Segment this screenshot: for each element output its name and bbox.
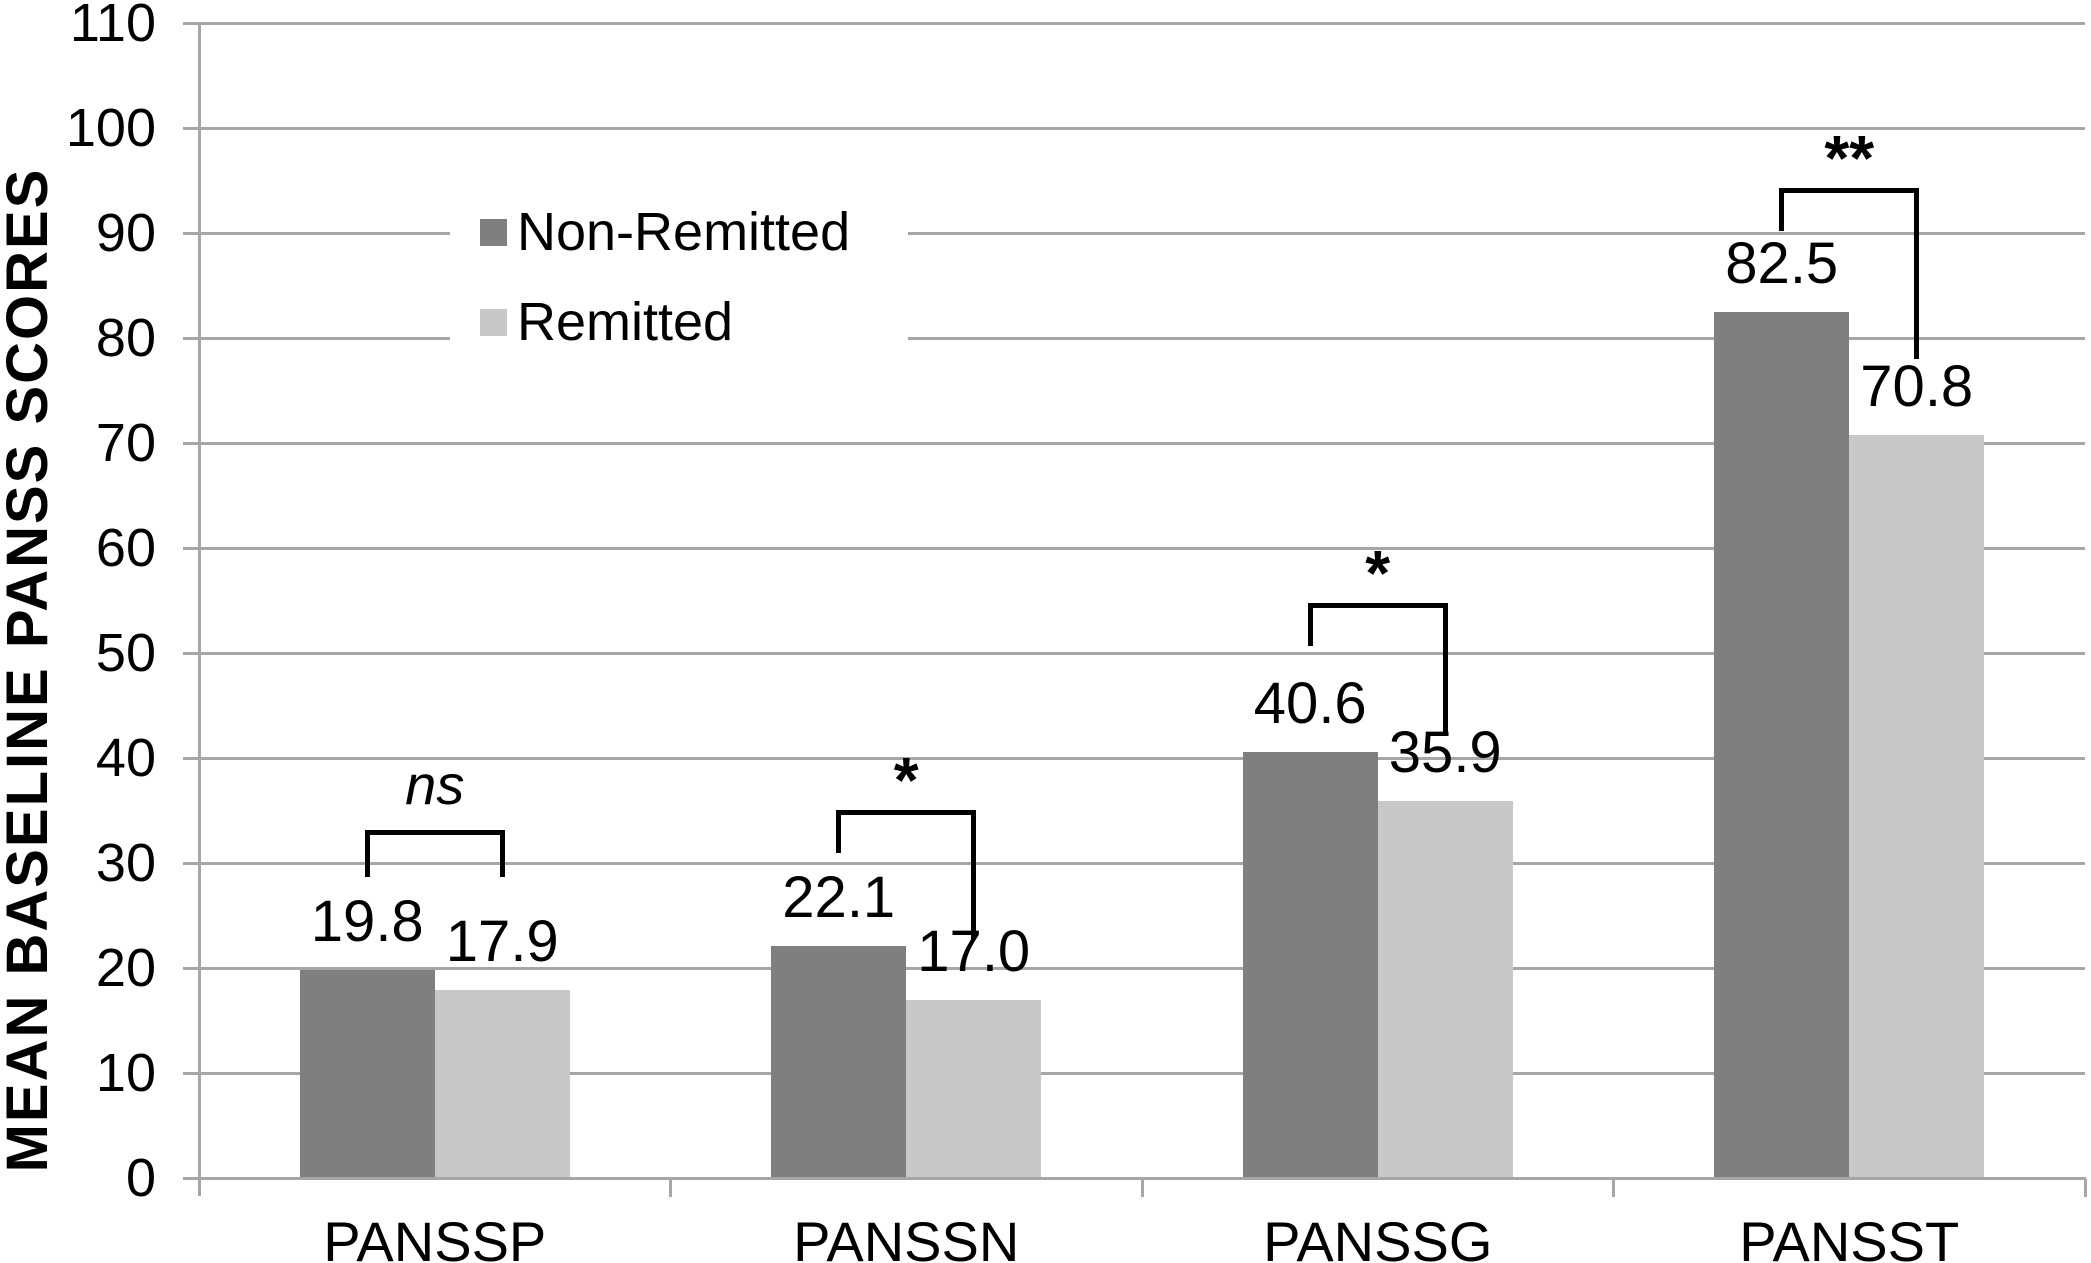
sig-bracket-left-leg <box>364 830 370 877</box>
y-axis-tick <box>183 336 199 340</box>
legend-swatch-remitted-icon <box>480 308 507 336</box>
y-axis-tick <box>183 966 199 970</box>
y-axis-tick <box>183 546 199 550</box>
sig-bracket-left-leg <box>1307 603 1313 646</box>
x-axis-tick <box>1612 1179 1615 1197</box>
gridline <box>199 21 2085 25</box>
y-axis-tick <box>183 126 199 130</box>
x-axis-tick <box>1140 1179 1144 1197</box>
legend-label-remitted: Remitted <box>517 292 734 352</box>
y-axis-tick <box>183 1071 199 1075</box>
sig-label: ** <box>1824 122 1875 194</box>
category-label: PANSST <box>1739 1210 1960 1263</box>
gridline <box>199 546 2085 550</box>
category-label: PANSSP <box>323 1210 547 1263</box>
sig-label: ns <box>405 753 465 816</box>
sig-bracket-top <box>1779 188 1920 193</box>
value-label: 82.5 <box>1725 230 1839 296</box>
y-axis-line <box>197 22 201 1196</box>
y-axis-tick <box>183 756 199 760</box>
y-tick-label: 10 <box>95 1043 156 1103</box>
bar-non-remitted <box>771 945 907 1177</box>
gridline <box>199 441 2085 445</box>
y-tick-label: 30 <box>95 833 156 893</box>
y-tick-label: 0 <box>125 1148 156 1208</box>
x-axis-tick <box>669 1179 672 1197</box>
y-axis-tick <box>183 231 199 235</box>
y-axis-tick <box>183 651 199 655</box>
x-axis-tick <box>2083 1179 2087 1197</box>
value-label: 17.9 <box>445 909 559 975</box>
bar-non-remitted <box>1242 751 1378 1177</box>
sig-bracket-left-leg <box>1779 188 1785 231</box>
sig-bracket-right-leg <box>1442 603 1448 734</box>
y-tick-label: 100 <box>65 98 156 158</box>
legend-item-remitted: Remitted <box>450 290 908 354</box>
x-axis-line <box>183 1176 2086 1180</box>
value-label: 40.6 <box>1253 670 1367 736</box>
category-label: PANSSG <box>1263 1210 1493 1263</box>
y-axis-tick <box>183 861 199 865</box>
bar-remitted <box>434 990 570 1177</box>
legend-swatch-non-remitted-icon <box>480 218 507 246</box>
gridline <box>199 1071 2085 1075</box>
value-label: 22.1 <box>782 864 896 930</box>
gridline <box>199 756 2085 760</box>
value-label: 70.8 <box>1860 353 1974 419</box>
y-tick-label: 40 <box>95 728 156 788</box>
sig-bracket-right-leg <box>971 810 977 939</box>
bar-non-remitted <box>1714 311 1850 1177</box>
sig-label: * <box>893 744 919 816</box>
bar-remitted <box>1377 801 1513 1177</box>
legend-item-non-remitted: Non-Remitted <box>450 200 908 264</box>
y-tick-label: 70 <box>95 413 156 473</box>
y-tick-label: 60 <box>95 518 156 578</box>
gridline <box>199 231 2085 235</box>
gridline <box>199 861 2085 865</box>
bar-remitted <box>1849 434 1985 1177</box>
legend-label-non-remitted: Non-Remitted <box>517 202 851 262</box>
y-tick-label: 20 <box>95 938 156 998</box>
legend: Non-Remitted Remitted <box>450 186 908 378</box>
gridline <box>199 126 2085 130</box>
y-tick-label: 110 <box>69 0 156 53</box>
gridline <box>199 651 2085 655</box>
gridline <box>199 336 2085 340</box>
y-tick-label: 80 <box>95 308 156 368</box>
sig-bracket-right-leg <box>1914 188 1920 359</box>
value-label: 19.8 <box>310 889 424 955</box>
category-label: PANSSN <box>793 1210 1020 1263</box>
bar-remitted <box>906 999 1042 1177</box>
sig-bracket-left-leg <box>836 810 842 853</box>
bar-non-remitted <box>299 970 435 1177</box>
sig-bracket-top <box>1307 603 1448 608</box>
sig-bracket-top <box>364 830 505 835</box>
y-axis-tick <box>183 441 199 445</box>
gridline <box>199 966 2085 970</box>
sig-bracket-right-leg <box>499 830 505 877</box>
y-tick-label: 50 <box>95 623 156 683</box>
sig-label: * <box>1365 537 1391 609</box>
sig-bracket-top <box>836 810 977 815</box>
y-axis-tick <box>183 21 199 25</box>
y-tick-label: 90 <box>95 203 156 263</box>
